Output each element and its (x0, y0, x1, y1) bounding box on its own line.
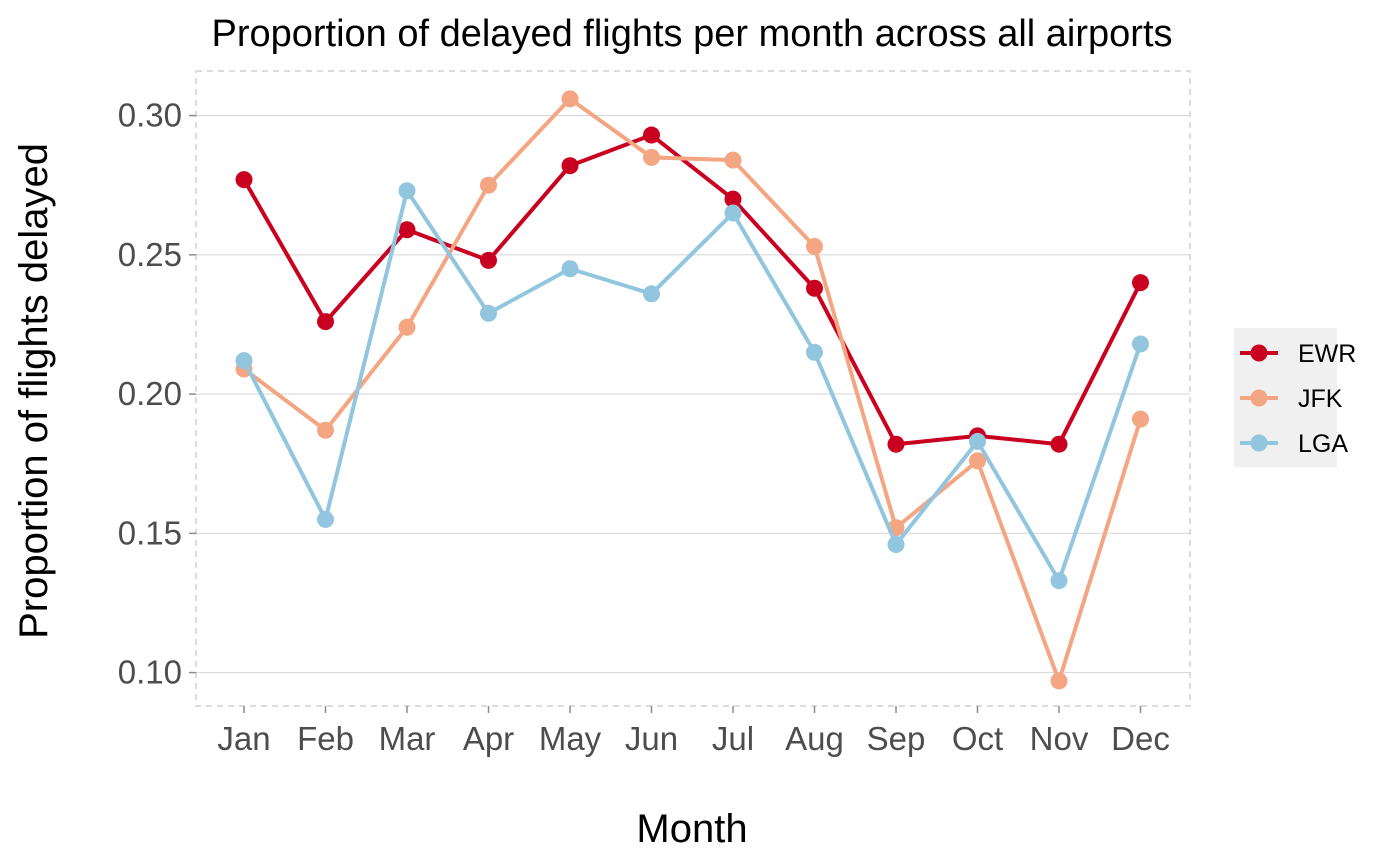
series-line-ewr (242, 133, 1143, 447)
data-point-lga-apr (480, 304, 497, 322)
data-point-ewr-apr (480, 251, 497, 269)
chart-title: Proportion of delayed flights per month … (211, 13, 1172, 55)
data-point-ewr-aug (806, 279, 823, 297)
x-tick-label: Sep (867, 720, 926, 757)
data-point-jfk-feb (317, 421, 334, 439)
x-tick-label: Feb (297, 720, 354, 757)
legend-label: LGA (1298, 430, 1348, 458)
x-tick-label: Jun (625, 720, 678, 757)
x-tick-label: Mar (379, 720, 436, 757)
panel-border (195, 70, 1191, 707)
data-point-ewr-jun (643, 126, 660, 144)
x-axis: Jan Feb Mar Apr May Jun Jul Aug Sep Oct Nov Dec (217, 706, 1170, 757)
y-axis: 0.10 0.15 0.20 0.25 0.30 (118, 97, 196, 691)
x-tick-label: Jan (217, 720, 270, 757)
series-ewr (235, 126, 1149, 453)
y-tick-label: 0.30 (118, 97, 182, 134)
data-point-lga-sep (887, 535, 905, 553)
data-point-lga-aug (806, 343, 823, 361)
y-axis-title: Proportion of flights delayed (12, 143, 56, 639)
data-point-jfk-jun (643, 148, 660, 166)
data-point-ewr-jan (235, 171, 253, 189)
legend: EWR JFK LGA (1234, 328, 1356, 467)
series-line-jfk (242, 96, 1143, 683)
x-tick-label: May (539, 720, 602, 757)
data-point-lga-oct (969, 432, 986, 450)
data-point-jfk-jul (724, 151, 742, 169)
y-tick-label: 0.20 (118, 375, 182, 412)
series-lga (235, 182, 1149, 590)
grid (196, 114, 1190, 674)
data-point-ewr-jul (724, 190, 742, 208)
legend-label: JFK (1298, 385, 1343, 413)
legend-item-jfk: JFK (1240, 385, 1343, 413)
series-jfk (235, 90, 1149, 690)
x-tick-label: Jul (712, 720, 754, 757)
legend-key-point (1250, 434, 1268, 452)
data-point-jfk-may (561, 90, 579, 108)
legend-item-ewr: EWR (1240, 340, 1356, 368)
data-point-ewr-feb (317, 313, 334, 331)
series-group (235, 90, 1149, 690)
data-point-lga-dec (1132, 335, 1149, 353)
data-point-lga-jul (724, 204, 742, 222)
data-point-jfk-aug (806, 237, 823, 255)
x-axis-title: Month (636, 807, 747, 851)
data-point-lga-mar (398, 182, 416, 200)
data-point-lga-feb (317, 510, 334, 528)
x-tick-label: Dec (1111, 720, 1170, 757)
data-point-ewr-sep (887, 435, 905, 453)
y-tick-label: 0.10 (118, 654, 182, 691)
x-tick-label: Aug (785, 720, 844, 757)
data-point-ewr-nov (1050, 435, 1068, 453)
x-tick-label: Oct (952, 720, 1003, 757)
series-line-lga (242, 188, 1143, 583)
data-point-lga-nov (1050, 572, 1068, 590)
data-point-jfk-oct (969, 452, 986, 470)
data-point-jfk-dec (1132, 410, 1149, 428)
data-point-lga-jan (235, 352, 253, 370)
data-point-ewr-may (561, 157, 579, 175)
legend-key-point (1250, 389, 1268, 407)
legend-key-point (1250, 344, 1268, 362)
x-tick-label: Apr (463, 720, 514, 757)
legend-label: EWR (1298, 340, 1356, 368)
data-point-jfk-nov (1050, 672, 1068, 690)
data-point-lga-may (561, 260, 579, 278)
data-point-lga-jun (643, 285, 660, 303)
y-tick-label: 0.15 (118, 514, 182, 551)
x-tick-label: Nov (1030, 720, 1089, 757)
data-point-ewr-dec (1132, 274, 1149, 292)
data-point-ewr-mar (398, 221, 416, 239)
data-point-jfk-apr (480, 176, 497, 194)
y-tick-label: 0.25 (118, 236, 182, 273)
legend-item-lga: LGA (1240, 430, 1348, 458)
data-point-jfk-mar (398, 318, 416, 336)
